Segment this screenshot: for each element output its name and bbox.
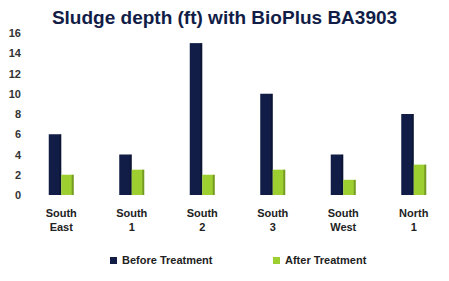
legend-label: Before Treatment [122, 254, 213, 266]
y-tick [24, 114, 26, 115]
bar-shade [424, 165, 426, 195]
y-tick-label: 8 [15, 108, 21, 120]
y-tick [24, 154, 26, 155]
bar [202, 175, 215, 195]
x-tick-label-line: East [50, 221, 74, 233]
x-tick-label: South 2 [187, 207, 218, 233]
legend-swatch [273, 257, 280, 264]
x-tick-label-line: 1 [411, 221, 417, 233]
y-tick [24, 195, 26, 196]
y-tick [24, 73, 26, 74]
bar [273, 170, 286, 195]
y-tick-label: 4 [15, 149, 22, 161]
legend-label: After Treatment [285, 254, 367, 266]
x-tick-label-line: South [328, 207, 359, 219]
bar-shade [271, 94, 273, 195]
title: Sludge depth (ft) with BioPlus BA3903 [52, 7, 397, 28]
bars [49, 43, 427, 195]
y-tick [24, 53, 26, 54]
bar [61, 175, 74, 195]
bar-shade [200, 43, 202, 195]
bar [119, 155, 132, 196]
x-tick-label: South 3 [257, 207, 288, 233]
bar [132, 170, 145, 195]
x-tick-label-line: North [399, 207, 429, 219]
bar-shade [72, 175, 74, 195]
x-tick-label-line: South [116, 207, 147, 219]
bar-shade [354, 180, 356, 195]
y-tick-label: 14 [9, 47, 22, 59]
y-tick-label: 10 [9, 88, 21, 100]
x-tick-label-line: West [330, 221, 356, 233]
y-tick-label: 12 [9, 68, 21, 80]
bar [260, 94, 273, 195]
legend-swatch [110, 257, 117, 264]
bar [343, 180, 356, 195]
x-tick-label: South East [46, 207, 77, 233]
y-tick [24, 33, 26, 34]
y-tick-label: 2 [15, 169, 21, 181]
x-tick-label-line: 2 [199, 221, 205, 233]
bar [49, 134, 62, 195]
bar [331, 155, 344, 196]
x-tick-label: South 1 [116, 207, 147, 233]
y-tick [24, 174, 26, 175]
x-tick-label-line: South [257, 207, 288, 219]
x-tick-label: North 1 [399, 207, 429, 233]
bar [414, 165, 427, 195]
bar [190, 43, 203, 195]
x-tick-label-line: South [46, 207, 77, 219]
bar-shade [213, 175, 215, 195]
bar-shade [142, 170, 144, 195]
y-tick-label: 16 [9, 27, 21, 39]
x-tick-label-line: 3 [270, 221, 276, 233]
bar-shade [283, 170, 285, 195]
y-tick-label: 0 [15, 189, 21, 201]
bar-shade [341, 155, 343, 196]
x-tick-label-line: 1 [129, 221, 135, 233]
y-tick-label: 6 [15, 128, 21, 140]
bar-shade [130, 155, 132, 196]
y-tick [24, 134, 26, 135]
bar-shade [59, 134, 61, 195]
x-tick-label-line: South [187, 207, 218, 219]
bar [401, 114, 414, 195]
x-tick-label: South West [328, 207, 359, 233]
y-tick [24, 93, 26, 94]
bar-shade [412, 114, 414, 195]
chart: Sludge depth (ft) with BioPlus BA3903 0 2 4… [0, 0, 449, 281]
